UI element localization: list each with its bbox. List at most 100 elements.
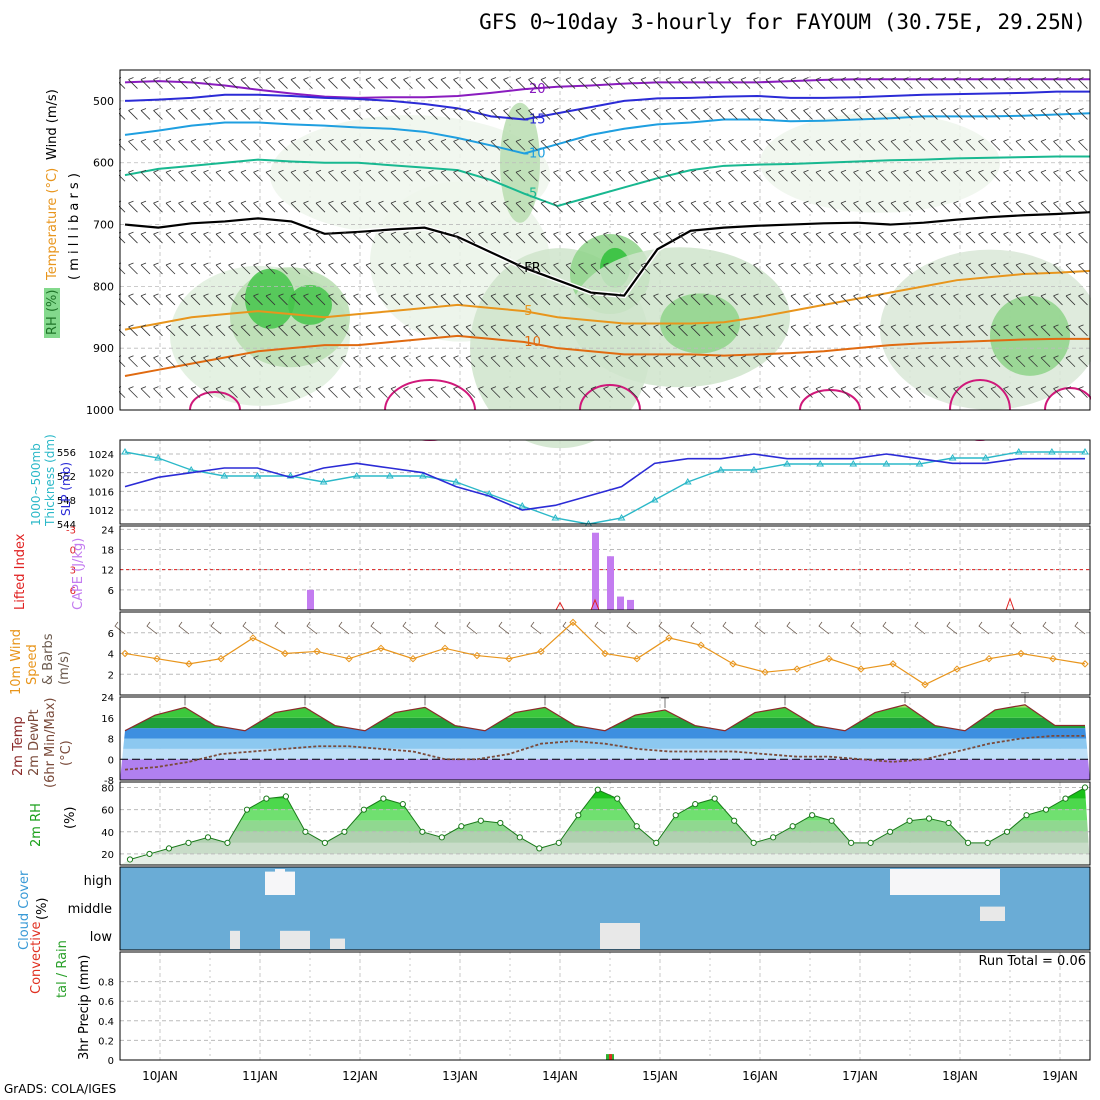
wind-speed-point [665, 634, 673, 642]
wind-barb [840, 108, 851, 120]
wind-speed-point [1049, 654, 1057, 663]
wind-barb [628, 324, 638, 337]
wind-barb [1065, 355, 1076, 368]
y-tick-label-cape: 24 [101, 525, 114, 536]
wind-barb [740, 231, 751, 244]
wind-barb [265, 262, 276, 275]
rh-point [575, 812, 582, 819]
rh-point [1042, 806, 1050, 813]
wind-barb [703, 355, 713, 368]
wind-barb [128, 324, 138, 337]
wind-barb [815, 108, 826, 120]
wind-barb [1040, 77, 1051, 89]
cape-bar [617, 596, 624, 610]
wind-barb [915, 386, 926, 398]
rh-point [165, 845, 173, 852]
wind-barb [1053, 200, 1063, 213]
wind-barb [215, 355, 226, 368]
wind-barb [790, 355, 801, 368]
wind-barb [328, 324, 338, 337]
wind-barb [490, 386, 501, 398]
wind-barb [1040, 138, 1051, 151]
wind-barb [165, 386, 176, 398]
wind-barb [578, 355, 588, 368]
wind-barb [965, 355, 976, 368]
wind-barb [903, 386, 913, 398]
wind-barb [978, 621, 990, 635]
y-tick-label: 80 [101, 784, 114, 795]
wind-barb [453, 324, 463, 337]
wind-barb [253, 169, 263, 182]
wind-barb [590, 231, 601, 244]
wind-barb [290, 293, 301, 306]
wind-barb [578, 108, 588, 120]
wind-barb [728, 355, 738, 368]
wind-barb [1040, 355, 1051, 368]
cape-label: CAPE (J/kg) [71, 538, 86, 610]
wind-barb [765, 293, 776, 306]
wind-barb [828, 262, 838, 275]
wind-barb [890, 324, 901, 337]
wind-barb [365, 293, 376, 306]
wind-barb [1065, 293, 1076, 306]
wind-barb [803, 169, 813, 182]
wind-barb [615, 169, 626, 182]
wind-barb [440, 231, 451, 244]
wind-barb [850, 621, 862, 635]
wind-barb [415, 324, 426, 337]
wind-barb [778, 386, 788, 398]
wind-barb [278, 138, 288, 151]
wind-barb [753, 200, 763, 213]
isotherm-line [124, 155, 1090, 208]
wind-barb [565, 262, 576, 275]
wind-barb [765, 108, 776, 120]
wind-barb [903, 138, 913, 151]
wind-barb [215, 77, 226, 89]
cloud-block [980, 906, 1005, 921]
wind-barb [778, 324, 788, 337]
wind-barb [553, 262, 563, 275]
wind-barb [378, 324, 388, 337]
rh-point [594, 786, 601, 793]
wind-barb [615, 324, 626, 337]
wind-barb [603, 108, 613, 120]
wind-speed-point [345, 654, 353, 663]
wind-barb [978, 108, 988, 120]
rh-point [243, 806, 251, 813]
wind-barb [1040, 169, 1051, 182]
thickness-point [1048, 448, 1056, 455]
wind-barb [228, 386, 238, 398]
wind-barb [353, 262, 363, 275]
wind-barb [190, 169, 201, 182]
wind-barb [753, 108, 763, 120]
wind-barb [553, 169, 563, 182]
wind-barb [653, 169, 663, 182]
temperature-band [120, 704, 1090, 708]
wind-barb [815, 355, 826, 368]
wind-barb [728, 169, 738, 182]
wind-barb [540, 355, 551, 368]
wind-barb [878, 200, 888, 213]
wind-barb [328, 138, 338, 151]
wind-barb [240, 355, 251, 368]
wind-barb [528, 293, 538, 306]
wind-barb [915, 355, 926, 368]
wind-barb [790, 108, 801, 120]
thickness-point [683, 478, 692, 485]
wind-barb [340, 386, 351, 398]
wind-barb [190, 77, 201, 89]
wind-barb [140, 77, 151, 89]
rh-point [925, 815, 933, 822]
wind-barb [990, 108, 1001, 120]
rh-band [120, 842, 1090, 854]
rh-point [770, 834, 777, 841]
wind-barb [178, 231, 188, 244]
y-tick-label: 0 [108, 755, 114, 766]
wind-barb [715, 386, 726, 398]
wind-barb [778, 200, 788, 213]
wind-barb [128, 200, 138, 213]
wind-barb [740, 108, 751, 120]
wind-speed-point [569, 618, 577, 627]
wind-barb [240, 138, 251, 151]
wind-barb [428, 324, 438, 337]
